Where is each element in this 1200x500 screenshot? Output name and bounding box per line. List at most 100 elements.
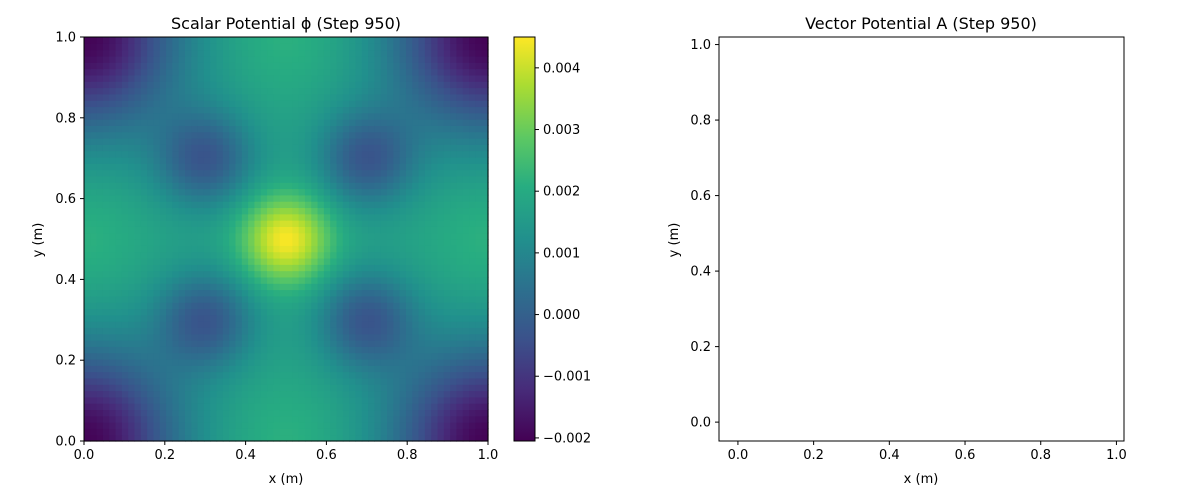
heatmap-cell [424,327,432,335]
heatmap-cell [431,201,439,209]
x-tick-label: 0.2 [803,448,824,463]
heatmap-cell [431,276,439,284]
heatmap-cell [222,55,230,63]
heatmap-cell [273,112,281,120]
heatmap-cell [399,188,407,196]
heatmap-cell [355,43,363,51]
heatmap-cell [475,333,483,341]
heatmap-cell [456,62,464,70]
heatmap-cell [462,87,470,95]
heatmap-cell [109,62,117,70]
heatmap-cell [380,62,388,70]
heatmap-cell [248,131,256,139]
heatmap-cell [286,434,293,442]
heatmap-cell [456,390,464,398]
heatmap-cell [115,201,123,209]
heatmap-cell [349,156,357,164]
heatmap-cell [191,226,199,234]
heatmap-cell [121,308,129,316]
heatmap-cell [349,49,357,57]
heatmap-cell [254,144,262,152]
heatmap-cell [254,188,262,196]
heatmap-cell [304,333,312,341]
heatmap-cell [147,333,155,341]
heatmap-cell [140,295,148,303]
heatmap-cell [159,232,167,240]
heatmap-cell [292,182,300,190]
heatmap-cell [115,68,123,76]
heatmap-cell [197,207,205,215]
heatmap-cell [134,384,142,392]
heatmap-cell [241,422,249,429]
heatmap-cell [431,409,439,417]
heatmap-cell [437,188,445,196]
heatmap-cell [90,125,98,133]
heatmap-cell [159,62,167,70]
heatmap-cell [241,100,249,108]
heatmap-cell [431,245,439,253]
heatmap-cell [222,81,230,89]
heatmap-cell [361,396,369,404]
heatmap-cell [405,138,413,145]
heatmap-cell [368,150,375,158]
heatmap-cell [102,62,110,70]
y-tick-label: 0.8 [55,111,76,126]
heatmap-cell [260,175,268,183]
heatmap-cell [115,302,123,310]
heatmap-cell [147,201,155,209]
heatmap-cell [286,93,293,101]
heatmap-cell [361,245,369,253]
heatmap-cell [405,182,413,190]
heatmap-cell [178,434,186,442]
heatmap-cell [412,144,420,152]
heatmap-cell [469,314,476,322]
heatmap-cell [172,226,180,234]
heatmap-cell [273,100,281,108]
heatmap-cell [147,327,155,335]
heatmap-cell [349,175,357,183]
heatmap-cell [203,188,211,196]
heatmap-cell [90,314,98,322]
heatmap-cell [443,55,451,63]
heatmap-cell [368,74,375,82]
heatmap-cell [292,422,300,429]
heatmap-cell [254,371,262,379]
heatmap-cell [292,119,300,126]
heatmap-cell [197,321,205,328]
heatmap-cell [469,150,476,158]
heatmap-cell [342,257,350,265]
heatmap-cell [254,49,262,57]
heatmap-cell [235,239,243,246]
heatmap-cell [279,194,287,202]
heatmap-cell [159,251,167,259]
heatmap-cell [405,390,413,398]
heatmap-cell [355,257,363,265]
x-axis-ticks: 0.0 0.2 0.4 0.6 0.8 1.0 [728,441,1127,463]
heatmap-cell [147,358,155,366]
heatmap-cell [203,415,211,423]
heatmap-cell [147,276,155,284]
heatmap-cell [185,422,192,429]
heatmap-cell [412,321,420,328]
heatmap-cell [134,396,142,404]
heatmap-cell [481,188,489,196]
heatmap-cell [254,346,262,354]
heatmap-cell [203,239,211,246]
heatmap-cell [96,264,104,272]
heatmap-cell [361,403,369,411]
heatmap-cell [109,257,117,265]
heatmap-cell [166,264,173,272]
heatmap-cell [298,302,306,310]
heatmap-cell [361,62,369,70]
heatmap-cell [418,428,426,436]
heatmap-cell [166,169,173,177]
heatmap-cell [292,156,300,164]
heatmap-cell [393,346,401,354]
heatmap-cell [361,422,369,429]
heatmap-cell [172,270,180,278]
heatmap-cell [380,55,388,63]
heatmap-cell [342,119,350,126]
heatmap-cell [418,314,426,322]
heatmap-cell [317,175,325,183]
heatmap-cell [248,220,256,227]
